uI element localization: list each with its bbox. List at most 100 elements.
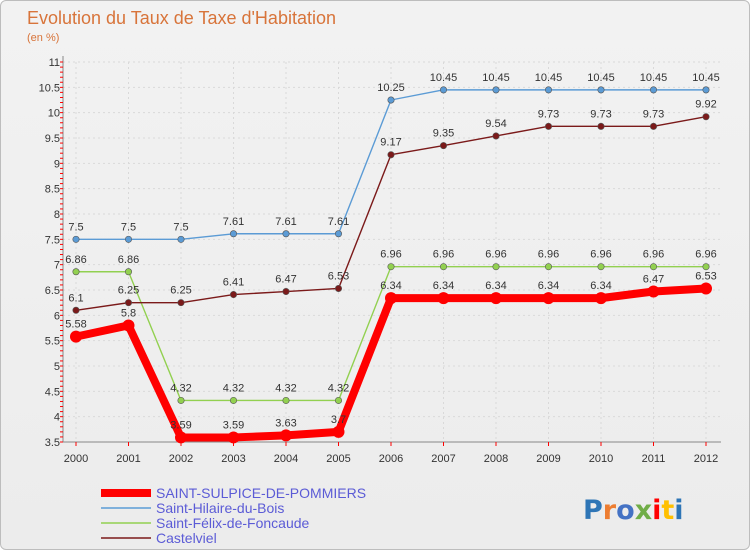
data-label: 6.34 xyxy=(590,280,611,292)
y-tick-label: 9 xyxy=(54,158,60,170)
data-point xyxy=(597,122,605,130)
data-point xyxy=(282,288,290,296)
x-tick-label: 2001 xyxy=(116,453,140,465)
data-label: 7.61 xyxy=(328,216,349,228)
data-label: 3.7 xyxy=(331,414,346,426)
x-tick-label: 2004 xyxy=(274,453,298,465)
data-point xyxy=(175,431,187,444)
axes: 3.5 4 4.5 5 5.5 6 6.5 7 7.5 8 8.5 9 9.5 10 10.5 11 2000 2… xyxy=(39,56,721,465)
legend: SAINT-SULPICE-DE-POMMIERSSaint-Hilaire-d… xyxy=(101,485,366,546)
data-label: 6.96 xyxy=(538,249,559,261)
data-label: 9.73 xyxy=(538,108,559,120)
data-label: 10.45 xyxy=(692,72,720,84)
data-label: 4.32 xyxy=(328,382,349,394)
data-label: 9.35 xyxy=(433,128,454,140)
data-point xyxy=(230,291,238,299)
x-tick-label: 2010 xyxy=(589,453,613,465)
data-label: 7.61 xyxy=(223,216,244,228)
data-label: 6.86 xyxy=(65,254,86,266)
data-point xyxy=(544,86,552,94)
data-point xyxy=(334,396,342,404)
data-point xyxy=(72,306,80,314)
data-point xyxy=(385,292,397,305)
data-point xyxy=(177,235,185,243)
chart-subtitle: (en %) xyxy=(27,32,59,44)
data-label: 6.34 xyxy=(433,280,454,292)
x-tick-label: 2012 xyxy=(694,453,718,465)
data-label: 10.45 xyxy=(482,72,510,84)
data-point xyxy=(439,263,447,271)
data-label: 6.47 xyxy=(275,274,296,286)
data-point xyxy=(439,142,447,150)
data-label: 6.25 xyxy=(118,285,139,297)
data-label: 7.5 xyxy=(121,221,136,233)
chart-title: Evolution du Taux de Taxe d'Habitation xyxy=(27,8,336,28)
data-label: 6.25 xyxy=(170,285,191,297)
data-point xyxy=(177,396,185,404)
x-tick-label: 2007 xyxy=(431,453,455,465)
y-tick-label: 7.5 xyxy=(45,234,60,246)
data-point xyxy=(227,431,240,444)
data-point xyxy=(700,282,712,295)
data-label: 10.45 xyxy=(430,72,458,84)
data-point xyxy=(70,330,82,343)
data-label: 5.8 xyxy=(121,307,136,319)
data-point xyxy=(647,285,660,298)
data-label: 9.73 xyxy=(643,108,664,120)
y-tick-label: 10.5 xyxy=(39,82,60,94)
y-tick-label: 8 xyxy=(54,209,60,221)
x-tick-label: 2005 xyxy=(326,453,350,465)
y-tick-label: 6.5 xyxy=(45,285,60,297)
legend-label: Saint-Hilaire-du-Bois xyxy=(156,500,284,516)
data-point xyxy=(72,268,80,276)
data-label: 4.32 xyxy=(223,382,244,394)
logo-text: Proxiti xyxy=(583,495,684,526)
x-tick-label: 2006 xyxy=(379,453,403,465)
data-label: 6.34 xyxy=(485,280,506,292)
data-point xyxy=(125,268,133,276)
data-point xyxy=(332,425,345,438)
data-point xyxy=(702,86,710,94)
data-point xyxy=(282,396,290,404)
data-point xyxy=(492,263,500,271)
x-tick-label: 2011 xyxy=(642,453,666,465)
data-label: 10.45 xyxy=(587,72,615,84)
data-label: 7.5 xyxy=(173,221,188,233)
data-labels: 7.5 7.5 7.5 7.61 7.61 7.61 10.25 10.45 10.45 10.4… xyxy=(65,72,719,432)
data-label: 9.92 xyxy=(695,99,716,111)
x-tick-label: 2003 xyxy=(221,453,245,465)
y-tick-label: 5.5 xyxy=(45,336,60,348)
data-point xyxy=(280,429,292,442)
data-label: 9.73 xyxy=(590,108,611,120)
data-point xyxy=(125,299,133,307)
data-point xyxy=(649,86,657,94)
proxiti-logo: Proxiti xyxy=(583,495,684,526)
data-point xyxy=(649,122,657,130)
x-tick-label: 2002 xyxy=(169,453,193,465)
data-label: 10.25 xyxy=(377,82,405,94)
y-tick-label: 3.5 xyxy=(45,437,60,449)
grid xyxy=(63,61,721,443)
data-point xyxy=(437,292,450,305)
data-label: 4.32 xyxy=(275,382,296,394)
x-tick-label: 2000 xyxy=(64,453,88,465)
data-label: 3.59 xyxy=(170,419,191,431)
data-label: 5.58 xyxy=(65,319,86,331)
legend-label: Saint-Félix-de-Foncaude xyxy=(156,515,310,531)
data-label: 6.34 xyxy=(380,280,401,292)
series-lines xyxy=(70,86,712,444)
data-point xyxy=(177,299,185,307)
legend-label: Castelviel xyxy=(156,530,217,546)
y-tick-label: 7 xyxy=(54,260,60,272)
data-label: 10.45 xyxy=(640,72,668,84)
data-label: 7.61 xyxy=(275,216,296,228)
y-tick-label: 10 xyxy=(48,108,60,120)
data-label: 9.17 xyxy=(380,137,401,149)
data-label: 6.96 xyxy=(380,249,401,261)
data-point xyxy=(334,284,342,292)
data-point xyxy=(125,235,133,243)
data-label: 3.63 xyxy=(275,417,296,429)
data-point xyxy=(702,263,710,271)
